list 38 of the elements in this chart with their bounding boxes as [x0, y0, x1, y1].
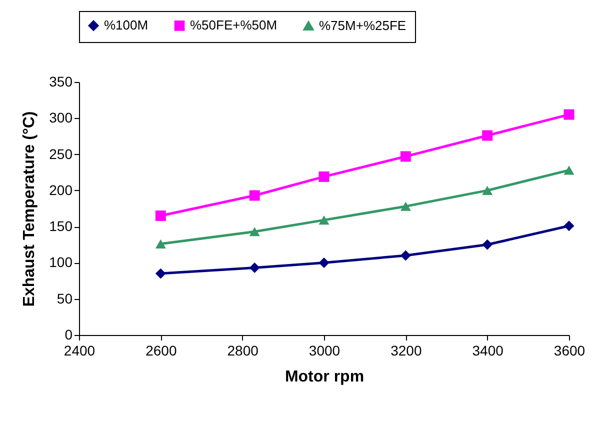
x-tick-label: 3400 [472, 342, 504, 358]
point [318, 171, 330, 182]
point [400, 151, 411, 162]
point [482, 186, 493, 195]
y-tick-label: 350 [49, 74, 73, 90]
x-tick-label: 2800 [227, 342, 259, 358]
x-tick-label: 3200 [390, 342, 422, 358]
point [155, 239, 166, 248]
legend-label: %50FE+%50M [190, 18, 278, 33]
point [482, 239, 493, 250]
y-axis-title: Exhaust Temperature (°C) [21, 111, 38, 307]
point [155, 210, 166, 221]
legend-label: %100M [104, 18, 148, 33]
y-tick-label: 0 [64, 326, 73, 342]
y-tick-label: 100 [49, 254, 73, 270]
x-tick-label: 3600 [554, 342, 586, 358]
x-tick-label: 2600 [146, 342, 177, 358]
y-tick-label: 250 [49, 146, 73, 162]
y-tick-label: 200 [49, 182, 73, 198]
x-tick-label: 2400 [64, 342, 96, 358]
y-tick-label: 50 [56, 290, 73, 306]
legend-label: %75M+%25FE [319, 18, 406, 33]
point [482, 130, 493, 141]
point [564, 166, 574, 175]
point [400, 250, 411, 261]
point [400, 202, 411, 211]
x-axis-title: Motor rpm [284, 368, 364, 386]
y-tick-label: 300 [49, 110, 73, 126]
point [318, 257, 330, 268]
point [155, 268, 166, 279]
point [318, 216, 330, 225]
point [249, 190, 260, 201]
point [564, 109, 574, 120]
point [249, 262, 260, 274]
point [249, 227, 260, 236]
y-tick-label: 150 [49, 218, 73, 234]
point [564, 220, 574, 232]
x-tick-label: 3000 [308, 342, 340, 358]
